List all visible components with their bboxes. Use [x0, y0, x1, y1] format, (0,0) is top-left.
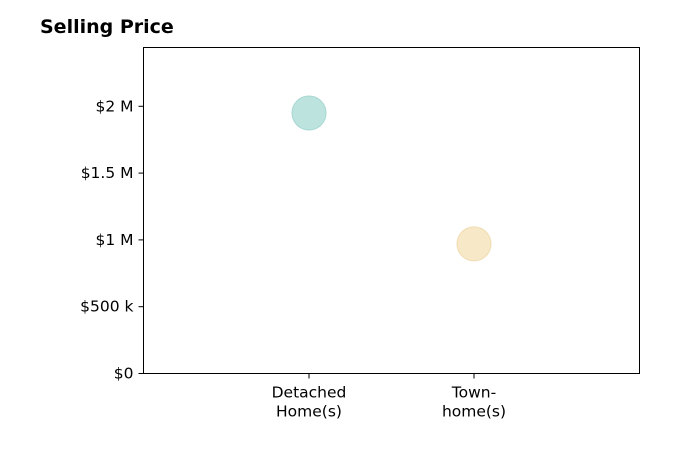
y-tick-label-1: $500 k — [80, 298, 133, 316]
y-tick-label-4: $2 M — [95, 97, 133, 115]
x-tick-label-1: Town-home(s) — [442, 384, 506, 421]
x-tick-label-0: Detached Home(s) — [272, 384, 347, 421]
y-tick-label-2: $1 M — [95, 231, 133, 249]
y-tick-label-3: $1.5 M — [81, 164, 134, 182]
data-point-townhomes — [456, 226, 492, 262]
data-point-detached-homes — [291, 95, 327, 131]
y-tick-label-0: $0 — [114, 365, 134, 383]
plot-frame — [143, 47, 640, 374]
chart-title: Selling Price — [40, 16, 174, 38]
